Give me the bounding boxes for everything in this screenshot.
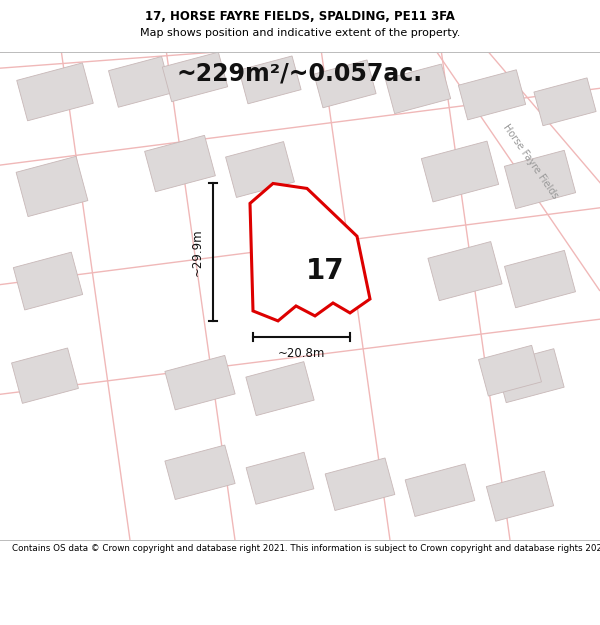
Polygon shape [505,251,575,308]
Text: Map shows position and indicative extent of the property.: Map shows position and indicative extent… [140,28,460,38]
Polygon shape [246,452,314,504]
Polygon shape [13,252,83,310]
Polygon shape [11,348,79,403]
Text: Horse Fayre Fields: Horse Fayre Fields [500,122,559,201]
Polygon shape [325,458,395,511]
Polygon shape [226,142,295,198]
Polygon shape [428,241,502,301]
Polygon shape [496,349,564,403]
Polygon shape [487,471,554,521]
Polygon shape [16,156,88,217]
Polygon shape [314,60,376,108]
Polygon shape [145,136,215,192]
Polygon shape [109,56,172,108]
Polygon shape [163,52,227,102]
Polygon shape [505,151,575,209]
Text: ~229m²/~0.057ac.: ~229m²/~0.057ac. [177,62,423,86]
Text: 17: 17 [306,257,345,285]
Text: Contains OS data © Crown copyright and database right 2021. This information is : Contains OS data © Crown copyright and d… [12,544,600,553]
Polygon shape [385,64,451,114]
Text: ~29.9m: ~29.9m [191,228,203,276]
Polygon shape [421,141,499,202]
Polygon shape [165,445,235,499]
Polygon shape [405,464,475,516]
Polygon shape [250,184,370,321]
Polygon shape [165,356,235,410]
Polygon shape [17,63,93,121]
Polygon shape [246,362,314,416]
Polygon shape [534,78,596,126]
Polygon shape [239,56,301,104]
Polygon shape [458,70,526,120]
Text: ~20.8m: ~20.8m [278,348,325,360]
Text: 17, HORSE FAYRE FIELDS, SPALDING, PE11 3FA: 17, HORSE FAYRE FIELDS, SPALDING, PE11 3… [145,10,455,23]
Polygon shape [479,346,541,396]
